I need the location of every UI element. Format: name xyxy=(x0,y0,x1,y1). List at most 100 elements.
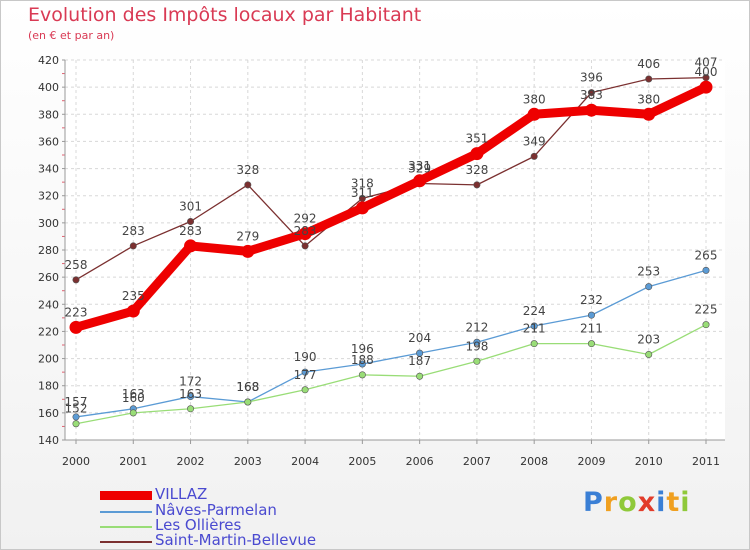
data-point-les-ollieres xyxy=(72,420,80,428)
data-label-saint-martin-bellevue: 396 xyxy=(580,71,603,85)
data-label-naves-parmelan: 163 xyxy=(122,387,145,401)
data-label-saint-martin-bellevue: 349 xyxy=(523,134,546,148)
data-label-naves-parmelan: 265 xyxy=(695,248,718,262)
data-point-naves-parmelan xyxy=(72,413,80,421)
y-tick-label: 420 xyxy=(38,54,59,67)
data-label-naves-parmelan: 212 xyxy=(465,320,488,334)
logo-letter: o xyxy=(618,487,638,518)
data-point-naves-parmelan xyxy=(645,283,653,291)
data-point-saint-martin-bellevue xyxy=(645,75,653,83)
data-point-villaz xyxy=(298,227,312,241)
y-tick-label: 200 xyxy=(38,353,59,366)
chart-subtitle: (en € et par an) xyxy=(28,29,115,42)
proxiti-logo: Proxiti xyxy=(583,487,691,518)
data-label-naves-parmelan: 253 xyxy=(637,265,660,279)
logo-letter: r xyxy=(603,487,619,518)
y-tick-label: 400 xyxy=(38,81,59,94)
data-label-naves-parmelan: 196 xyxy=(351,342,374,356)
y-tick-label: 300 xyxy=(38,217,59,230)
logo-letter: i xyxy=(680,487,691,518)
series-line-naves-parmelan xyxy=(75,269,707,418)
legend-label-naves-parmelan: Nâves-Parmelan xyxy=(155,501,277,519)
data-label-naves-parmelan: 172 xyxy=(179,375,202,389)
data-point-les-ollieres xyxy=(645,350,653,358)
legend-swatch-villaz xyxy=(100,491,152,500)
data-label-les-ollieres: 225 xyxy=(695,303,718,317)
data-label-villaz: 311 xyxy=(351,186,374,200)
data-label-saint-martin-bellevue: 258 xyxy=(65,258,88,272)
data-point-les-ollieres xyxy=(301,386,309,394)
data-point-villaz xyxy=(699,80,713,94)
data-label-les-ollieres: 163 xyxy=(179,387,202,401)
data-label-saint-martin-bellevue: 328 xyxy=(236,163,259,177)
data-label-villaz: 283 xyxy=(179,224,202,238)
data-label-les-ollieres: 211 xyxy=(523,322,546,336)
data-point-naves-parmelan xyxy=(702,266,710,274)
logo-letter: t xyxy=(666,487,681,518)
data-point-naves-parmelan xyxy=(587,311,595,319)
data-label-naves-parmelan: 204 xyxy=(408,331,431,345)
data-point-naves-parmelan xyxy=(530,322,538,330)
data-label-naves-parmelan: 224 xyxy=(523,304,546,318)
legend-label-saint-martin-bellevue: Saint-Martin-Bellevue xyxy=(155,531,317,549)
data-label-les-ollieres: 177 xyxy=(294,368,317,382)
data-label-saint-martin-bellevue: 328 xyxy=(465,163,488,177)
x-tick-label: 2011 xyxy=(692,455,720,468)
x-tick-label: 2004 xyxy=(291,455,319,468)
y-tick-label: 180 xyxy=(38,380,59,393)
data-label-naves-parmelan: 168 xyxy=(236,380,259,394)
x-tick-label: 2007 xyxy=(463,455,491,468)
data-label-saint-martin-bellevue: 406 xyxy=(637,57,660,71)
legend-label-les-ollieres: Les Ollières xyxy=(155,516,242,534)
data-point-villaz xyxy=(413,174,427,188)
data-label-les-ollieres: 203 xyxy=(637,333,660,347)
data-point-les-ollieres xyxy=(416,372,424,380)
logo-letter: x xyxy=(637,487,657,518)
series-line-les-ollieres xyxy=(75,323,707,425)
data-point-villaz xyxy=(241,244,255,258)
data-point-saint-martin-bellevue xyxy=(587,89,595,97)
data-label-saint-martin-bellevue: 407 xyxy=(695,56,718,70)
data-label-villaz: 380 xyxy=(523,92,546,106)
y-tick-label: 340 xyxy=(38,163,59,176)
data-point-naves-parmelan xyxy=(358,360,366,368)
data-point-villaz xyxy=(126,304,140,318)
data-label-villaz: 383 xyxy=(580,88,603,102)
data-label-naves-parmelan: 190 xyxy=(294,350,317,364)
data-point-villaz xyxy=(355,201,369,215)
data-point-les-ollieres xyxy=(702,321,710,329)
data-label-les-ollieres: 168 xyxy=(236,380,259,394)
series-line-villaz xyxy=(71,82,711,332)
y-tick-label: 380 xyxy=(38,108,59,121)
data-label-les-ollieres: 152 xyxy=(65,402,88,416)
data-point-naves-parmelan xyxy=(301,368,309,376)
data-point-villaz xyxy=(584,103,598,117)
data-point-villaz xyxy=(470,147,484,161)
data-point-saint-martin-bellevue xyxy=(129,242,137,250)
data-point-saint-martin-bellevue xyxy=(473,181,481,189)
x-tick-label: 2010 xyxy=(635,455,663,468)
data-point-saint-martin-bellevue xyxy=(72,276,80,284)
data-point-naves-parmelan xyxy=(473,338,481,346)
y-tick-label: 240 xyxy=(38,298,59,311)
data-point-les-ollieres xyxy=(473,357,481,365)
data-label-les-ollieres: 211 xyxy=(580,322,603,336)
data-point-saint-martin-bellevue xyxy=(301,242,309,250)
x-tick-label: 2005 xyxy=(348,455,376,468)
legend-swatch-naves-parmelan xyxy=(100,511,152,513)
data-point-naves-parmelan xyxy=(187,393,195,401)
data-label-saint-martin-bellevue: 301 xyxy=(179,200,202,214)
logo-letter: P xyxy=(583,487,604,518)
x-tick-label: 2003 xyxy=(234,455,262,468)
data-point-saint-martin-bellevue xyxy=(187,218,195,226)
data-point-naves-parmelan xyxy=(416,349,424,357)
data-label-villaz: 351 xyxy=(465,132,488,146)
legend-swatch-les-ollieres xyxy=(100,526,152,528)
chart-title: Evolution des Impôts locaux par Habitant xyxy=(28,4,422,26)
y-tick-label: 360 xyxy=(38,135,59,148)
data-label-villaz: 223 xyxy=(65,305,88,319)
data-label-naves-parmelan: 232 xyxy=(580,293,603,307)
legend-label-villaz: VILLAZ xyxy=(155,485,208,503)
data-label-saint-martin-bellevue: 329 xyxy=(408,162,431,176)
